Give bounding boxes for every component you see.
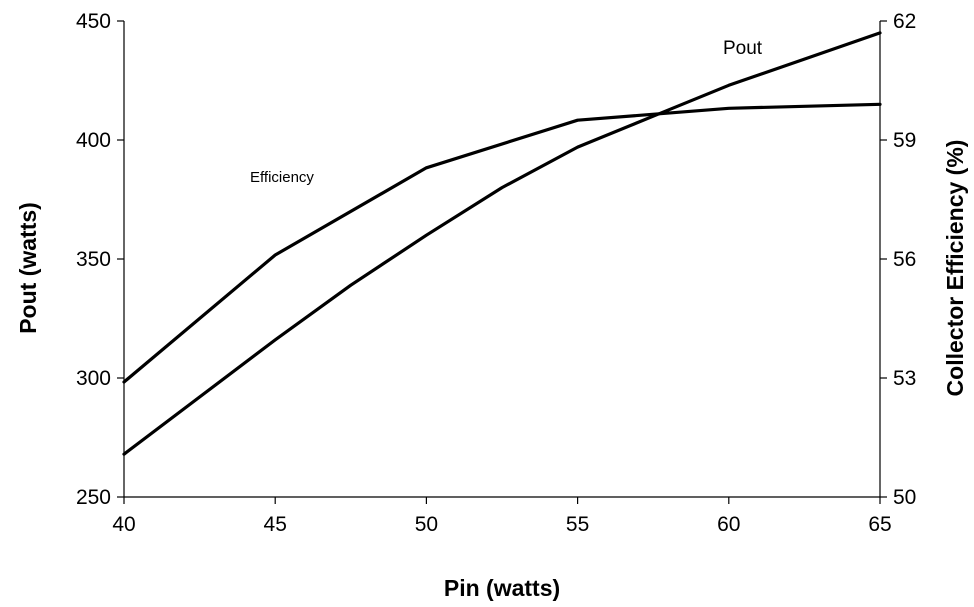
series-layer (122, 31, 882, 456)
y-tick-label: 250 (76, 486, 111, 509)
y2-tick-label: 56 (893, 248, 916, 271)
x-axis-title: Pin (watts) (444, 575, 560, 601)
annotation-efficiency-label: Efficiency (250, 169, 314, 186)
x-tick-label: 50 (415, 513, 438, 536)
axes-layer (123, 21, 881, 498)
y-tick-label: 300 (76, 367, 111, 390)
y2-tick-label: 50 (893, 486, 916, 509)
labels-layer: Pin (watts) Pout (watts) Collector Effic… (15, 38, 968, 601)
y-axis-title: Pout (watts) (15, 202, 41, 334)
x-tick-label: 55 (566, 513, 589, 536)
y2-tick-label: 62 (893, 10, 916, 33)
series-line-pout (122, 31, 882, 456)
y2-axis-title: Collector Efficiency (%) (942, 140, 968, 397)
x-tick-label: 65 (868, 513, 891, 536)
series-line-efficiency (122, 102, 882, 384)
y-tick-label: 350 (76, 248, 111, 271)
ticks-layer: 40 45 50 55 60 65 250 300 350 400 450 50 53 56 59 62 (76, 10, 916, 536)
y-tick-label: 450 (76, 10, 111, 33)
y2-tick-label: 53 (893, 367, 916, 390)
y-tick-label: 400 (76, 129, 111, 152)
x-tick-label: 40 (112, 513, 135, 536)
x-tick-label: 60 (717, 513, 740, 536)
x-tick-label: 45 (264, 513, 287, 536)
y2-tick-label: 59 (893, 129, 916, 152)
annotation-pout-label: Pout (723, 38, 763, 59)
